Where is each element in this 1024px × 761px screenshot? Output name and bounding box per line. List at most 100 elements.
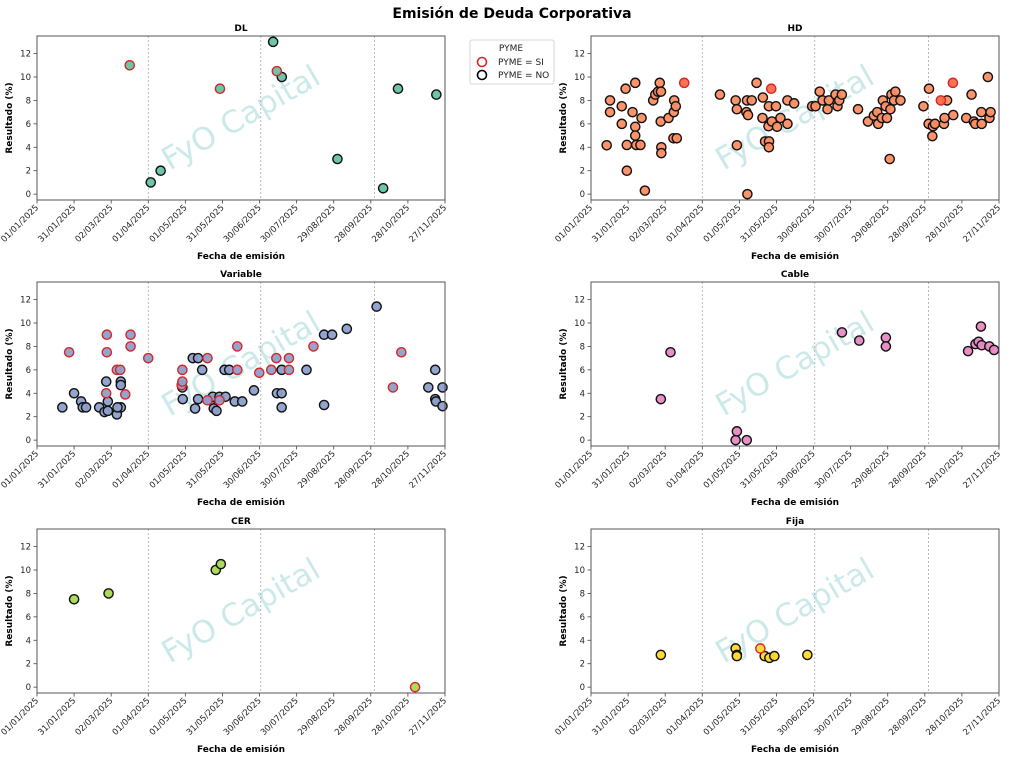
y-tick-label: 6 — [580, 120, 585, 130]
data-point-pyme-no — [616, 118, 628, 130]
data-point-pyme-no — [601, 139, 613, 151]
x-tick-label: 27/11/2025 — [961, 203, 1003, 245]
data-point-pyme-no — [68, 387, 80, 399]
x-tick-label: 01/04/2025 — [111, 696, 153, 738]
data-point-pyme-no — [100, 376, 112, 387]
y-tick-label: 2 — [580, 660, 585, 670]
data-point-pyme-no — [57, 402, 68, 413]
x-tick-label: 30/06/2025 — [222, 203, 264, 245]
x-tick-label: 28/09/2025 — [887, 203, 929, 245]
x-tick-label: 31/05/2025 — [739, 203, 781, 245]
data-point-pyme-no — [746, 95, 758, 106]
y-tick-label: 0 — [26, 190, 31, 200]
y-tick-label: 0 — [26, 436, 31, 446]
data-point-pyme-no — [884, 153, 896, 165]
data-point-pyme-no — [192, 393, 204, 405]
data-point-pyme-no — [670, 100, 682, 112]
x-tick-label: 28/09/2025 — [333, 449, 375, 491]
y-tick-label: 12 — [574, 50, 585, 60]
x-tick-label: 30/06/2025 — [222, 449, 264, 491]
data-point-pyme-no — [656, 147, 667, 159]
data-point-pyme-no — [318, 399, 330, 411]
data-point-pyme-si — [100, 387, 112, 399]
data-point-pyme-no — [636, 112, 647, 124]
x-tick-label: 30/06/2025 — [776, 203, 818, 245]
x-axis-label: Fecha de emisión — [197, 744, 285, 755]
data-point-pyme-no — [620, 83, 631, 95]
x-tick-label: 31/01/2025 — [36, 203, 78, 245]
data-point-pyme-no — [742, 109, 754, 121]
x-tick-label: 01/04/2025 — [111, 203, 153, 245]
legend-marker-pyme-no — [476, 69, 488, 81]
x-tick-label: 30/07/2025 — [259, 449, 301, 491]
y-tick-label: 2 — [26, 167, 31, 177]
data-point-pyme-no — [102, 405, 114, 417]
data-point-pyme-no — [145, 177, 157, 188]
y-tick-label: 10 — [574, 566, 585, 576]
x-tick-label: 29/08/2025 — [296, 696, 338, 738]
data-point-pyme-si — [202, 352, 213, 364]
legend-title: PYME — [499, 44, 523, 54]
x-tick-label: 28/10/2025 — [924, 696, 966, 738]
y-axis-label: Resultado (%) — [559, 328, 569, 399]
x-tick-label: 01/04/2025 — [665, 696, 707, 738]
data-point-pyme-no — [895, 95, 906, 106]
y-tick-label: 4 — [580, 636, 585, 646]
data-point-pyme-no — [248, 385, 260, 396]
data-point-pyme-si — [265, 364, 277, 376]
data-point-pyme-no — [770, 100, 782, 112]
data-point-pyme-no — [629, 121, 641, 133]
data-point-pyme-no — [155, 165, 166, 177]
data-point-pyme-no — [731, 650, 743, 662]
data-point-pyme-no — [423, 382, 434, 393]
y-tick-label: 6 — [26, 613, 31, 623]
panel-title: HD — [787, 24, 802, 34]
x-tick-label: 30/07/2025 — [813, 696, 855, 738]
data-point-pyme-no — [211, 405, 222, 417]
data-point-pyme-no — [939, 112, 950, 124]
x-tick-label: 01/05/2025 — [148, 449, 190, 491]
panel-hd: HD FyO Capital 0 2 4 6 8 10 12 01/01/202531/01/20… — [553, 24, 1003, 262]
data-point-pyme-si — [755, 643, 766, 654]
data-point-pyme-no — [68, 593, 80, 605]
x-tick-label: 28/09/2025 — [333, 203, 375, 245]
legend-label-pyme-si: PYME = SI — [498, 58, 544, 68]
data-point-pyme-no — [814, 86, 826, 97]
data-point-pyme-no — [627, 106, 638, 118]
y-tick-label: 8 — [26, 96, 31, 106]
data-point-pyme-no — [775, 112, 786, 124]
y-axis-label: Resultado (%) — [5, 328, 15, 399]
x-tick-label: 27/11/2025 — [407, 449, 449, 491]
y-tick-label: 0 — [26, 683, 31, 693]
data-point-pyme-si — [283, 364, 295, 376]
data-point-pyme-si — [142, 352, 154, 364]
panel-title: Fija — [786, 517, 804, 527]
x-tick-label: 02/03/2025 — [628, 203, 670, 245]
data-point-pyme-no — [332, 153, 343, 165]
x-tick-label: 31/05/2025 — [739, 696, 781, 738]
y-tick-label: 12 — [20, 296, 31, 306]
data-point-pyme-no — [655, 393, 667, 405]
x-tick-label: 01/01/2025 — [553, 696, 595, 738]
y-axis-label: Resultado (%) — [559, 575, 569, 646]
data-point-pyme-si — [63, 346, 75, 358]
data-point-pyme-no — [962, 345, 974, 357]
x-axis-label: Fecha de emisión — [751, 497, 839, 508]
y-tick-label: 2 — [26, 413, 31, 423]
axes-frame — [590, 528, 1000, 694]
data-point-pyme-no — [923, 83, 935, 95]
x-axis-label: Fecha de emisión — [197, 497, 285, 508]
x-tick-label: 28/09/2025 — [887, 696, 929, 738]
y-tick-label: 2 — [580, 167, 585, 177]
data-point-pyme-si — [396, 346, 407, 358]
data-point-pyme-si — [283, 352, 295, 364]
x-tick-label: 31/05/2025 — [739, 449, 781, 491]
data-point-pyme-no — [769, 650, 780, 662]
data-point-pyme-no — [276, 387, 287, 399]
y-tick-label: 10 — [574, 319, 585, 329]
y-tick-label: 4 — [580, 143, 585, 153]
data-point-pyme-no — [267, 36, 279, 48]
data-point-pyme-no — [655, 649, 667, 661]
y-tick-label: 0 — [580, 436, 585, 446]
